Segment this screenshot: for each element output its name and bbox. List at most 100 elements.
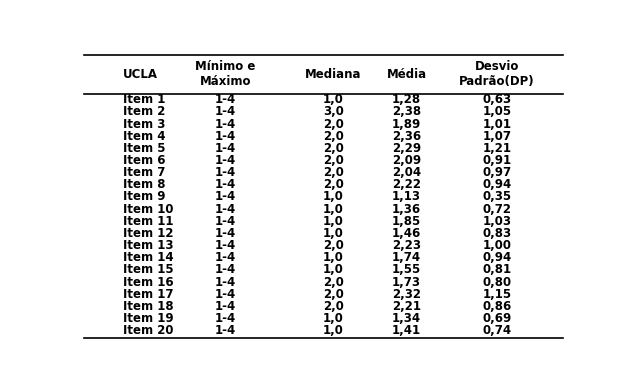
Text: 1-4: 1-4: [215, 117, 236, 131]
Text: 1-4: 1-4: [215, 154, 236, 167]
Text: Item 14: Item 14: [123, 251, 174, 264]
Text: 1-4: 1-4: [215, 203, 236, 216]
Text: 1,28: 1,28: [392, 93, 421, 106]
Text: Item 17: Item 17: [123, 288, 174, 301]
Text: 0,94: 0,94: [482, 178, 512, 191]
Text: 1,03: 1,03: [483, 215, 512, 228]
Text: Item 2: Item 2: [123, 105, 165, 118]
Text: 1,85: 1,85: [392, 215, 421, 228]
Text: 1,74: 1,74: [392, 251, 421, 264]
Text: Item 4: Item 4: [123, 130, 165, 143]
Text: 2,0: 2,0: [322, 178, 344, 191]
Text: 1,05: 1,05: [483, 105, 512, 118]
Text: 2,0: 2,0: [322, 130, 344, 143]
Text: 2,38: 2,38: [392, 105, 421, 118]
Text: 2,0: 2,0: [322, 154, 344, 167]
Text: Mediana: Mediana: [305, 68, 362, 81]
Text: 2,0: 2,0: [322, 142, 344, 155]
Text: 1,36: 1,36: [392, 203, 421, 216]
Text: 1-4: 1-4: [215, 93, 236, 106]
Text: Item 9: Item 9: [123, 191, 165, 203]
Text: 1,55: 1,55: [392, 263, 421, 276]
Text: 1-4: 1-4: [215, 105, 236, 118]
Text: 1-4: 1-4: [215, 130, 236, 143]
Text: 0,74: 0,74: [483, 324, 512, 337]
Text: Item 8: Item 8: [123, 178, 165, 191]
Text: 1-4: 1-4: [215, 215, 236, 228]
Text: 1,00: 1,00: [483, 239, 512, 252]
Text: 1,34: 1,34: [392, 312, 421, 325]
Text: 0,86: 0,86: [482, 300, 512, 313]
Text: 1-4: 1-4: [215, 191, 236, 203]
Text: 2,09: 2,09: [392, 154, 421, 167]
Text: 1,0: 1,0: [322, 227, 344, 240]
Text: 1,01: 1,01: [483, 117, 512, 131]
Text: Item 5: Item 5: [123, 142, 165, 155]
Text: 1-4: 1-4: [215, 276, 236, 288]
Text: Item 6: Item 6: [123, 154, 165, 167]
Text: 1,73: 1,73: [392, 276, 421, 288]
Text: Item 11: Item 11: [123, 215, 174, 228]
Text: 1,89: 1,89: [392, 117, 421, 131]
Text: 1-4: 1-4: [215, 288, 236, 301]
Text: 1,0: 1,0: [322, 251, 344, 264]
Text: Item 19: Item 19: [123, 312, 174, 325]
Text: Item 16: Item 16: [123, 276, 174, 288]
Text: 1-4: 1-4: [215, 263, 236, 276]
Text: Desvio
Padrão(DP): Desvio Padrão(DP): [459, 60, 535, 89]
Text: Item 12: Item 12: [123, 227, 174, 240]
Text: Item 15: Item 15: [123, 263, 174, 276]
Text: 0,35: 0,35: [483, 191, 512, 203]
Text: 1-4: 1-4: [215, 239, 236, 252]
Text: 2,23: 2,23: [392, 239, 421, 252]
Text: Média: Média: [386, 68, 427, 81]
Text: 2,32: 2,32: [392, 288, 421, 301]
Text: 0,97: 0,97: [483, 166, 512, 179]
Text: 0,72: 0,72: [483, 203, 512, 216]
Text: 1-4: 1-4: [215, 251, 236, 264]
Text: 1-4: 1-4: [215, 324, 236, 337]
Text: 0,63: 0,63: [483, 93, 512, 106]
Text: 1,0: 1,0: [322, 215, 344, 228]
Text: 2,0: 2,0: [322, 117, 344, 131]
Text: 1-4: 1-4: [215, 142, 236, 155]
Text: 3,0: 3,0: [322, 105, 344, 118]
Text: 1,13: 1,13: [392, 191, 421, 203]
Text: 1,41: 1,41: [392, 324, 421, 337]
Text: 1,0: 1,0: [322, 324, 344, 337]
Text: 0,91: 0,91: [483, 154, 512, 167]
Text: 1,07: 1,07: [483, 130, 512, 143]
Text: Mínimo e
Máximo: Mínimo e Máximo: [196, 60, 256, 89]
Text: UCLA: UCLA: [123, 68, 158, 81]
Text: Item 13: Item 13: [123, 239, 174, 252]
Text: 0,94: 0,94: [482, 251, 512, 264]
Text: 2,21: 2,21: [392, 300, 421, 313]
Text: 1,0: 1,0: [322, 312, 344, 325]
Text: 2,04: 2,04: [392, 166, 421, 179]
Text: 0,69: 0,69: [482, 312, 512, 325]
Text: 1-4: 1-4: [215, 312, 236, 325]
Text: 2,29: 2,29: [392, 142, 421, 155]
Text: 1,21: 1,21: [483, 142, 512, 155]
Text: 1,15: 1,15: [483, 288, 512, 301]
Text: 0,80: 0,80: [483, 276, 512, 288]
Text: 1,0: 1,0: [322, 203, 344, 216]
Text: 2,0: 2,0: [322, 300, 344, 313]
Text: 1,0: 1,0: [322, 93, 344, 106]
Text: Item 10: Item 10: [123, 203, 174, 216]
Text: 2,0: 2,0: [322, 239, 344, 252]
Text: 1-4: 1-4: [215, 300, 236, 313]
Text: Item 7: Item 7: [123, 166, 165, 179]
Text: Item 18: Item 18: [123, 300, 174, 313]
Text: 2,36: 2,36: [392, 130, 421, 143]
Text: Item 20: Item 20: [123, 324, 174, 337]
Text: Item 1: Item 1: [123, 93, 165, 106]
Text: 0,81: 0,81: [483, 263, 512, 276]
Text: 1,46: 1,46: [392, 227, 421, 240]
Text: 1-4: 1-4: [215, 227, 236, 240]
Text: 1-4: 1-4: [215, 178, 236, 191]
Text: 2,0: 2,0: [322, 288, 344, 301]
Text: 2,22: 2,22: [392, 178, 421, 191]
Text: 1-4: 1-4: [215, 166, 236, 179]
Text: 0,83: 0,83: [483, 227, 512, 240]
